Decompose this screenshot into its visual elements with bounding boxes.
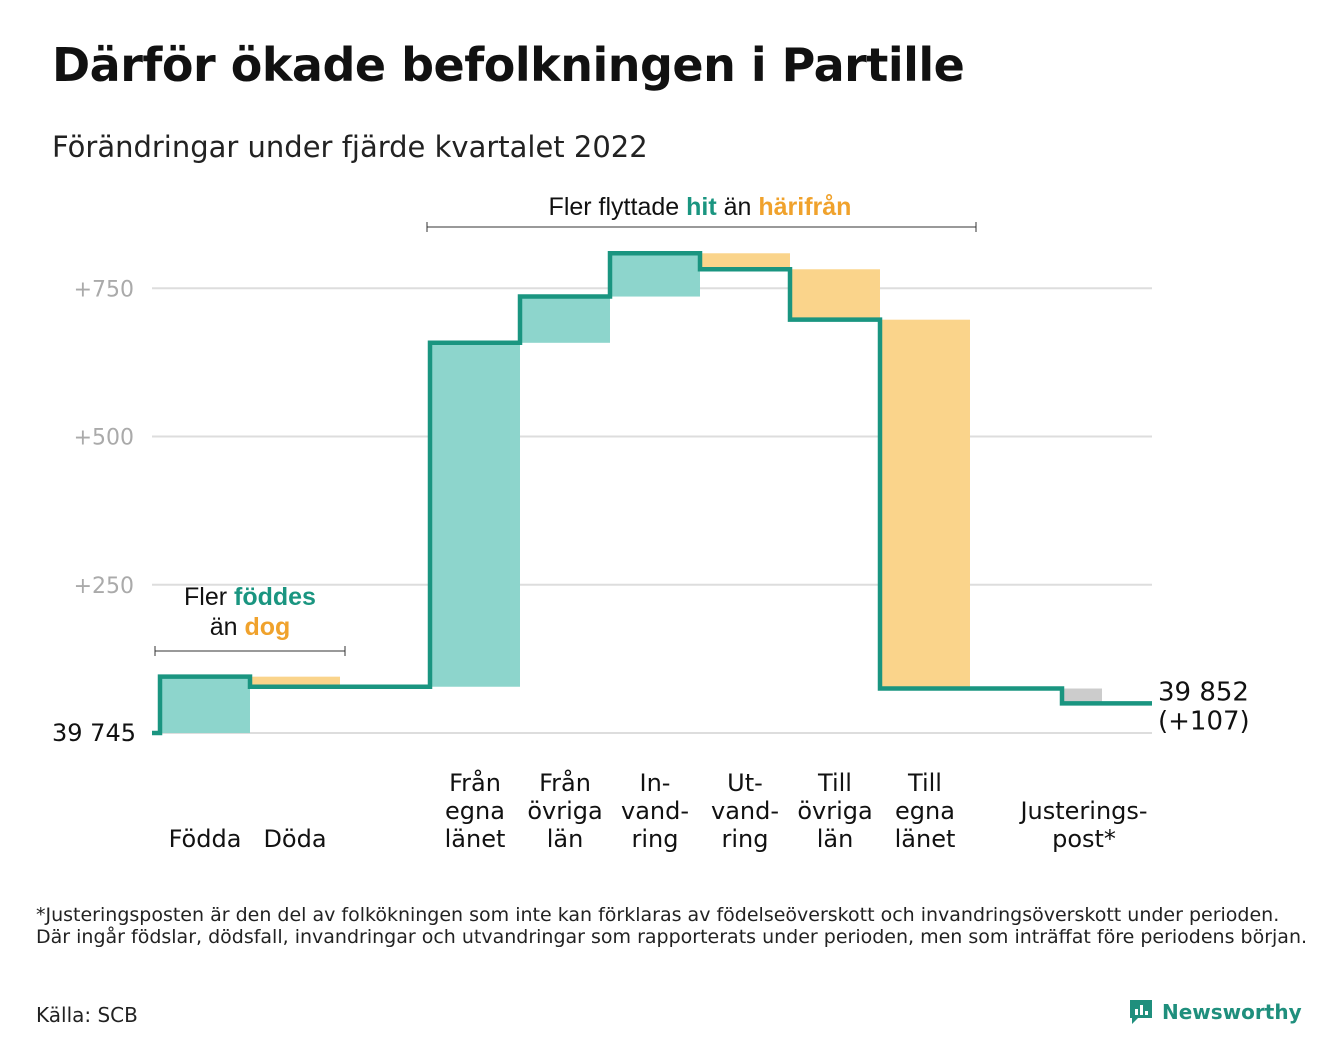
waterfall-bar bbox=[160, 676, 250, 733]
waterfall-bar bbox=[790, 269, 880, 320]
y-tick-label: +500 bbox=[74, 426, 134, 451]
end-change-label: (+107) bbox=[1158, 706, 1250, 736]
category-label: Till bbox=[817, 769, 852, 797]
category-label: Till bbox=[907, 769, 942, 797]
waterfall-bar bbox=[610, 253, 700, 297]
chart-subtitle: Förändringar under fjärde kvartalet 2022 bbox=[52, 130, 648, 164]
births-annotation-line1: Fler föddes bbox=[184, 583, 316, 611]
category-label: länet bbox=[445, 825, 506, 853]
category-label: övriga bbox=[527, 797, 602, 825]
category-label: vand- bbox=[621, 797, 689, 825]
category-label: länet bbox=[895, 825, 956, 853]
waterfall-bar bbox=[430, 342, 520, 687]
category-label: egna bbox=[445, 797, 505, 825]
category-label: ring bbox=[632, 825, 679, 853]
category-label: Från bbox=[539, 768, 591, 797]
y-tick-label: +750 bbox=[74, 277, 134, 302]
category-label: län bbox=[817, 825, 854, 853]
footnote: *Justeringsposten är den del av folkökni… bbox=[36, 904, 1308, 948]
migration-annotation-highlight: härifrån bbox=[758, 193, 851, 221]
waterfall-bar bbox=[700, 253, 790, 270]
births-annotation-text: Fler bbox=[184, 583, 234, 611]
waterfall-bar bbox=[880, 319, 970, 689]
y-tick-label: +250 bbox=[74, 574, 134, 599]
births-annotation-highlight: dog bbox=[244, 613, 290, 641]
category-label: vand- bbox=[711, 797, 779, 825]
category-label: Födda bbox=[169, 825, 242, 853]
waterfall-bar bbox=[520, 296, 610, 343]
migration-annotation-text: än bbox=[717, 193, 759, 221]
births-annotation-highlight: föddes bbox=[234, 583, 316, 611]
brand-name: Newsworthy bbox=[1162, 1000, 1302, 1024]
end-value-label: 39 852 bbox=[1158, 677, 1249, 707]
category-label: övriga bbox=[797, 797, 872, 825]
migration-annotation: Fler flyttade hit än härifrån bbox=[549, 193, 852, 221]
newsworthy-logo-icon bbox=[1130, 1000, 1152, 1024]
category-label: Döda bbox=[263, 825, 326, 853]
source-label: Källa: SCB bbox=[36, 1003, 138, 1027]
category-label: ring bbox=[722, 825, 769, 853]
brand[interactable]: Newsworthy bbox=[1128, 998, 1302, 1026]
category-label: In- bbox=[640, 769, 671, 797]
category-label: Justerings- bbox=[1018, 797, 1147, 825]
category-label: Från bbox=[449, 768, 501, 797]
category-label: Ut- bbox=[727, 769, 763, 797]
migration-annotation-highlight: hit bbox=[686, 193, 717, 221]
category-label: län bbox=[547, 825, 584, 853]
chart-title: Därför ökade befolkningen i Partille bbox=[52, 38, 965, 92]
migration-annotation-text: Fler flyttade bbox=[549, 193, 687, 221]
waterfall-bar bbox=[1062, 688, 1102, 704]
births-annotation-text: än bbox=[210, 613, 245, 641]
waterfall-bar bbox=[250, 676, 340, 687]
births-annotation-line2: än dog bbox=[210, 613, 291, 641]
category-label: post* bbox=[1052, 825, 1116, 853]
cumulative-population-line bbox=[152, 251, 1152, 736]
category-label: egna bbox=[895, 797, 955, 825]
start-value-label: 39 745 bbox=[52, 719, 136, 747]
